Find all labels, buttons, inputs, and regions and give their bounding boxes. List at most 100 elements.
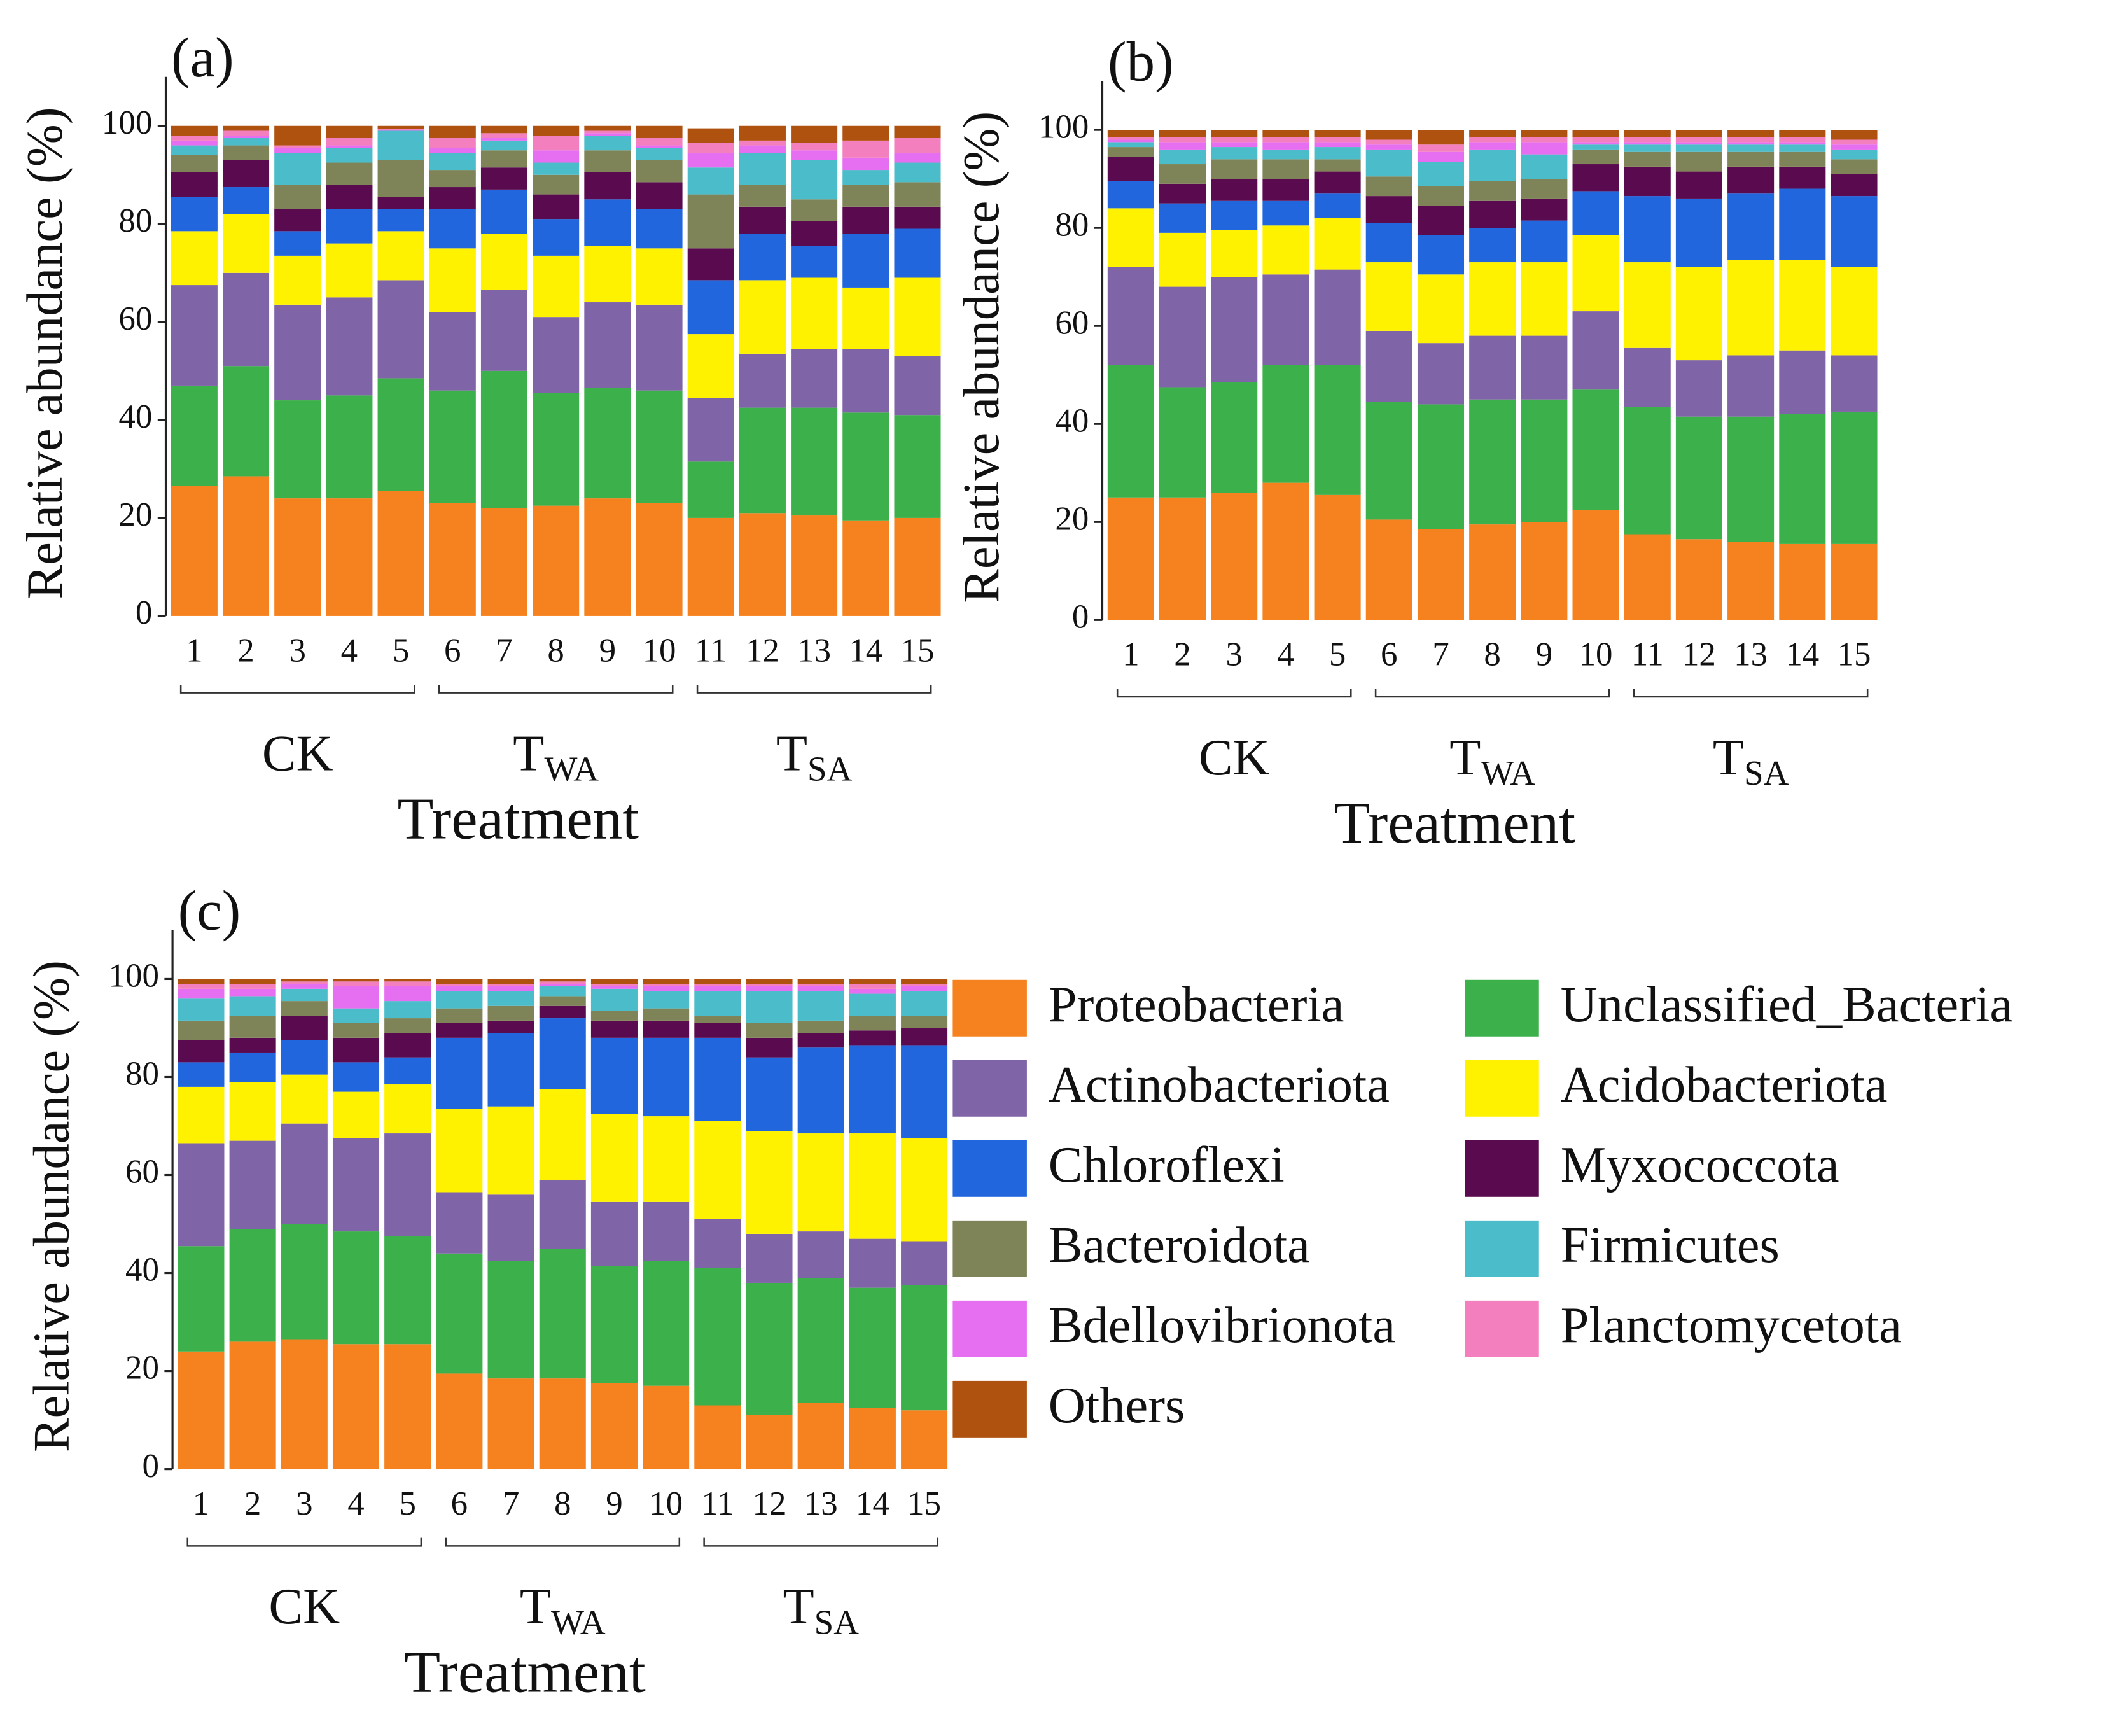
bar-segment — [229, 996, 276, 1016]
bar-segment — [326, 145, 373, 148]
bar-segment — [643, 1385, 690, 1469]
bar-segment — [429, 148, 476, 153]
bar-segment — [222, 136, 270, 139]
bar-segment — [1831, 543, 1878, 620]
x-tick-label: 5 — [393, 632, 409, 669]
bar-segment — [178, 1062, 225, 1087]
bar-segment — [384, 979, 431, 982]
bar-segment — [436, 1023, 483, 1038]
bar-segment — [1469, 137, 1516, 143]
bar-segment — [1831, 144, 1878, 150]
bar-segment — [1417, 529, 1465, 620]
bar-segment — [636, 248, 683, 305]
bar-segment — [842, 234, 889, 288]
bar-segment — [1314, 142, 1361, 148]
bar-segment — [849, 1408, 896, 1469]
bar-segment — [746, 1415, 793, 1469]
bar-segment — [1262, 142, 1309, 150]
group-label-main: T — [1449, 729, 1481, 786]
bar-segment — [590, 1383, 638, 1469]
bar-segment — [1469, 200, 1516, 228]
bar-segment — [1211, 277, 1258, 382]
bar-segment — [797, 979, 844, 984]
bar-segment — [687, 143, 734, 153]
bar-segment — [746, 1233, 793, 1283]
legend-swatch — [1465, 1300, 1539, 1357]
bar-segment — [480, 125, 528, 134]
bar-segment — [1262, 149, 1309, 160]
bar-segment — [1211, 137, 1258, 143]
y-tick-label: 20 — [118, 496, 152, 533]
bar-segment — [687, 334, 734, 398]
bar-segment — [1107, 497, 1154, 620]
bar-segment — [590, 1201, 638, 1266]
bar-segment — [791, 515, 838, 616]
bar-segment — [1727, 166, 1775, 194]
bar-segment — [533, 174, 580, 195]
panel: 1 2 3 4 5 6 7 8 9 10 11 12 13 14 15020406080100Relativ… — [953, 31, 1878, 856]
bar-segment — [643, 1261, 690, 1386]
bar-segment — [1417, 186, 1465, 206]
x-tick-label: 13 — [797, 632, 831, 669]
bar-segment — [377, 491, 424, 616]
bar-segment — [643, 991, 690, 1009]
bar-segment — [171, 125, 218, 136]
legend-swatch — [952, 1060, 1027, 1117]
bar-segment — [1211, 159, 1258, 179]
bar-segment — [1262, 159, 1309, 179]
bar-segment — [1159, 232, 1206, 287]
y-tick-label: 0 — [136, 594, 152, 631]
bar-segment — [1469, 399, 1516, 525]
bar-segment — [687, 280, 734, 335]
bar-segment — [332, 979, 380, 982]
bar-segment — [791, 160, 838, 200]
bar-segment — [797, 984, 844, 986]
group-label: CK — [1199, 729, 1270, 786]
group-label-main: T — [1713, 729, 1744, 786]
y-tick-label: 20 — [125, 1350, 159, 1387]
bar-segment — [739, 145, 786, 153]
bar-segment — [377, 129, 424, 131]
bar-segment — [533, 162, 580, 175]
bar-segment — [326, 148, 373, 163]
x-tick-label: 3 — [296, 1485, 312, 1522]
y-axis-label: Relative abundance (%) — [17, 107, 73, 599]
bar-segment — [797, 1020, 844, 1033]
bar-segment — [643, 1116, 690, 1202]
y-tick-label: 40 — [118, 398, 152, 435]
bar-segment — [842, 157, 889, 171]
bar-segment — [539, 1005, 586, 1019]
bar-segment — [1417, 162, 1465, 186]
x-axis-label: Treatment — [1334, 790, 1576, 856]
bar-segment — [1675, 171, 1722, 199]
bar-segment — [901, 1028, 948, 1046]
bar-segment — [1262, 365, 1309, 483]
bar-segment — [326, 243, 373, 298]
bar-segment — [1417, 404, 1465, 529]
bar-segment — [377, 130, 424, 160]
x-tick-label: 8 — [554, 1485, 571, 1522]
bar-segment — [533, 505, 580, 616]
bar-segment — [384, 1344, 431, 1469]
bar-segment — [1159, 286, 1206, 388]
bar-segment — [480, 508, 528, 616]
group-bracket — [186, 1537, 422, 1547]
bar-segment — [326, 395, 373, 499]
bar-segment — [533, 125, 580, 136]
bar-segment — [1262, 179, 1309, 201]
bar-segment — [643, 984, 690, 986]
bar-segment — [1314, 130, 1361, 137]
bar-segment — [694, 1121, 741, 1219]
bar-segment — [222, 272, 270, 367]
bar-segment — [791, 150, 838, 160]
bar-segment — [584, 150, 631, 172]
bar-segment — [1417, 151, 1465, 162]
bar-segment — [746, 1131, 793, 1234]
bar-segment — [429, 209, 476, 249]
bar-segment — [1675, 267, 1722, 361]
bar-segment — [1572, 311, 1619, 390]
bar-segment — [326, 209, 373, 244]
legend-label: Actinobacteriota — [1049, 1056, 1390, 1113]
bar-segment — [1521, 335, 1568, 400]
bar-segment — [849, 993, 896, 1016]
